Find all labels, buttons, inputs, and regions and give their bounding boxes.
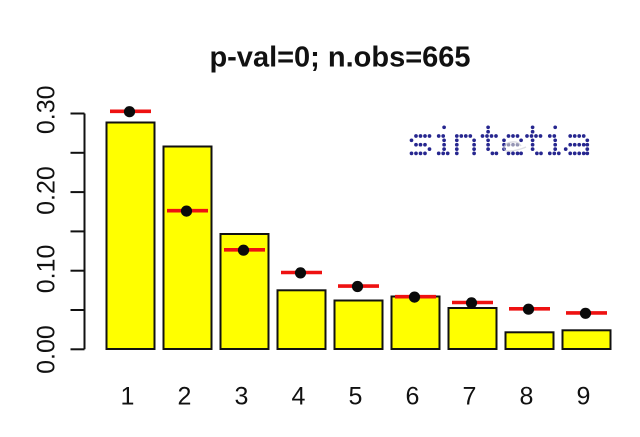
svg-text:7: 7 xyxy=(463,383,477,411)
svg-text:4: 4 xyxy=(292,383,306,411)
svg-text:9: 9 xyxy=(577,383,591,411)
svg-text:0.00: 0.00 xyxy=(33,325,61,374)
svg-text:3: 3 xyxy=(235,383,249,411)
svg-text:2: 2 xyxy=(178,383,192,411)
svg-text:5: 5 xyxy=(349,383,363,411)
svg-text:0.20: 0.20 xyxy=(33,166,61,215)
svg-text:1: 1 xyxy=(121,383,135,411)
svg-text:8: 8 xyxy=(520,383,534,411)
svg-text:p-val=0; n.obs=665: p-val=0; n.obs=665 xyxy=(209,42,470,74)
svg-text:6: 6 xyxy=(406,383,420,411)
svg-text:0.30: 0.30 xyxy=(33,85,61,134)
svg-text:0.10: 0.10 xyxy=(33,245,61,294)
